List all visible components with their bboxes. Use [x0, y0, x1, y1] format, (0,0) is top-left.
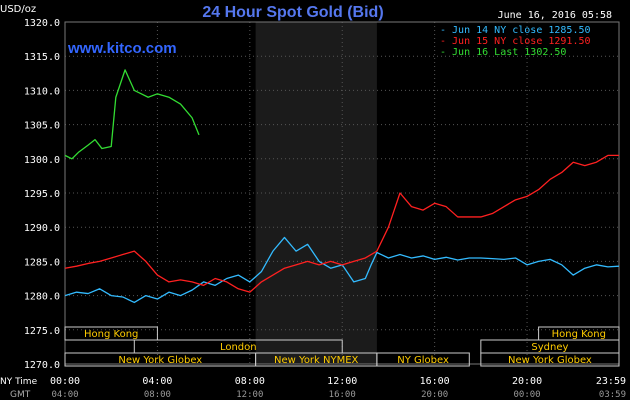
series-line-jun-15 — [64, 154, 619, 293]
units-label: USD/oz — [0, 4, 36, 15]
y-tick-label: 1310.0 — [24, 86, 60, 97]
x-axis-ticks: 00:00 04:00 08:00 12:00 16:00 20:00 23:59 04:00… — [50, 376, 626, 400]
y-tick-label: 1280.0 — [24, 292, 60, 303]
session-label: New York Globex — [118, 355, 202, 366]
gmt-label: GMT — [10, 390, 31, 400]
session-label: New York Globex — [508, 355, 592, 366]
session-label: Hong Kong — [84, 329, 138, 340]
plot-area: Hong Kong London New York Globex New York N… — [64, 21, 620, 367]
session-bar — [64, 326, 158, 341]
legend: - Jun 14 NY close 1285.50- Jun 15 NY clo… — [440, 25, 591, 58]
ny-time-label: NY Time — [0, 377, 38, 387]
chart-title: 24 Hour Spot Gold (Bid) — [202, 4, 383, 21]
session-label: New York NYMEX — [274, 355, 359, 366]
series-line-jun-16 — [64, 69, 200, 160]
timestamp: June 16, 2016 05:58 — [498, 10, 612, 21]
session-label: Hong Kong — [552, 329, 606, 340]
ny-time-tick-label: 12:00 — [327, 376, 357, 387]
gmt-tick-label: 08:00 — [144, 390, 171, 400]
gmt-tick-label: 00:00 — [514, 390, 541, 400]
legend-entry: - Jun 16 Last 1302.50 — [440, 47, 566, 58]
session-label: London — [220, 342, 257, 353]
watermark: www.kitco.com — [67, 40, 177, 57]
y-tick-label: 1300.0 — [24, 155, 60, 166]
ny-time-tick-label: 20:00 — [512, 376, 542, 387]
gmt-tick-label: 16:00 — [329, 390, 356, 400]
ny-time-tick-label: 04:00 — [142, 376, 172, 387]
y-tick-label: 1290.0 — [24, 223, 60, 234]
session-bar — [376, 352, 470, 367]
ny-time-tick-label: 23:59 — [596, 376, 626, 387]
session-bar — [538, 326, 620, 341]
ny-time-tick-label: 00:00 — [50, 376, 80, 387]
shaded-session-region — [255, 22, 377, 364]
y-tick-label: 1270.0 — [24, 360, 60, 371]
legend-entry: - Jun 14 NY close 1285.50 — [440, 25, 591, 36]
y-tick-label: 1305.0 — [24, 121, 60, 132]
ny-time-tick-label: 16:00 — [420, 376, 450, 387]
gmt-tick-label: 12:00 — [236, 390, 263, 400]
gmt-tick-label: 03:59 — [599, 390, 626, 400]
y-tick-label: 1315.0 — [24, 52, 60, 63]
legend-entry: - Jun 15 NY close 1291.50 — [440, 36, 591, 47]
y-tick-label: 1295.0 — [24, 189, 60, 200]
gmt-tick-label: 20:00 — [421, 390, 448, 400]
y-tick-label: 1275.0 — [24, 326, 60, 337]
session-label: NY Globex — [397, 355, 449, 366]
plot-frame — [64, 21, 620, 365]
gmt-tick-label: 04:00 — [51, 390, 78, 400]
session-label: Sydney — [531, 342, 568, 353]
ny-time-tick-label: 08:00 — [235, 376, 265, 387]
y-axis-ticks: 1320.0 1315.0 1310.0 1305.0 1300.0 1295.0 1290… — [24, 18, 60, 371]
y-tick-label: 1320.0 — [24, 18, 60, 29]
y-tick-label: 1285.0 — [24, 257, 60, 268]
sessions-group: Hong Kong London New York Globex New York N… — [64, 326, 620, 367]
series-line-jun-14 — [64, 236, 620, 304]
